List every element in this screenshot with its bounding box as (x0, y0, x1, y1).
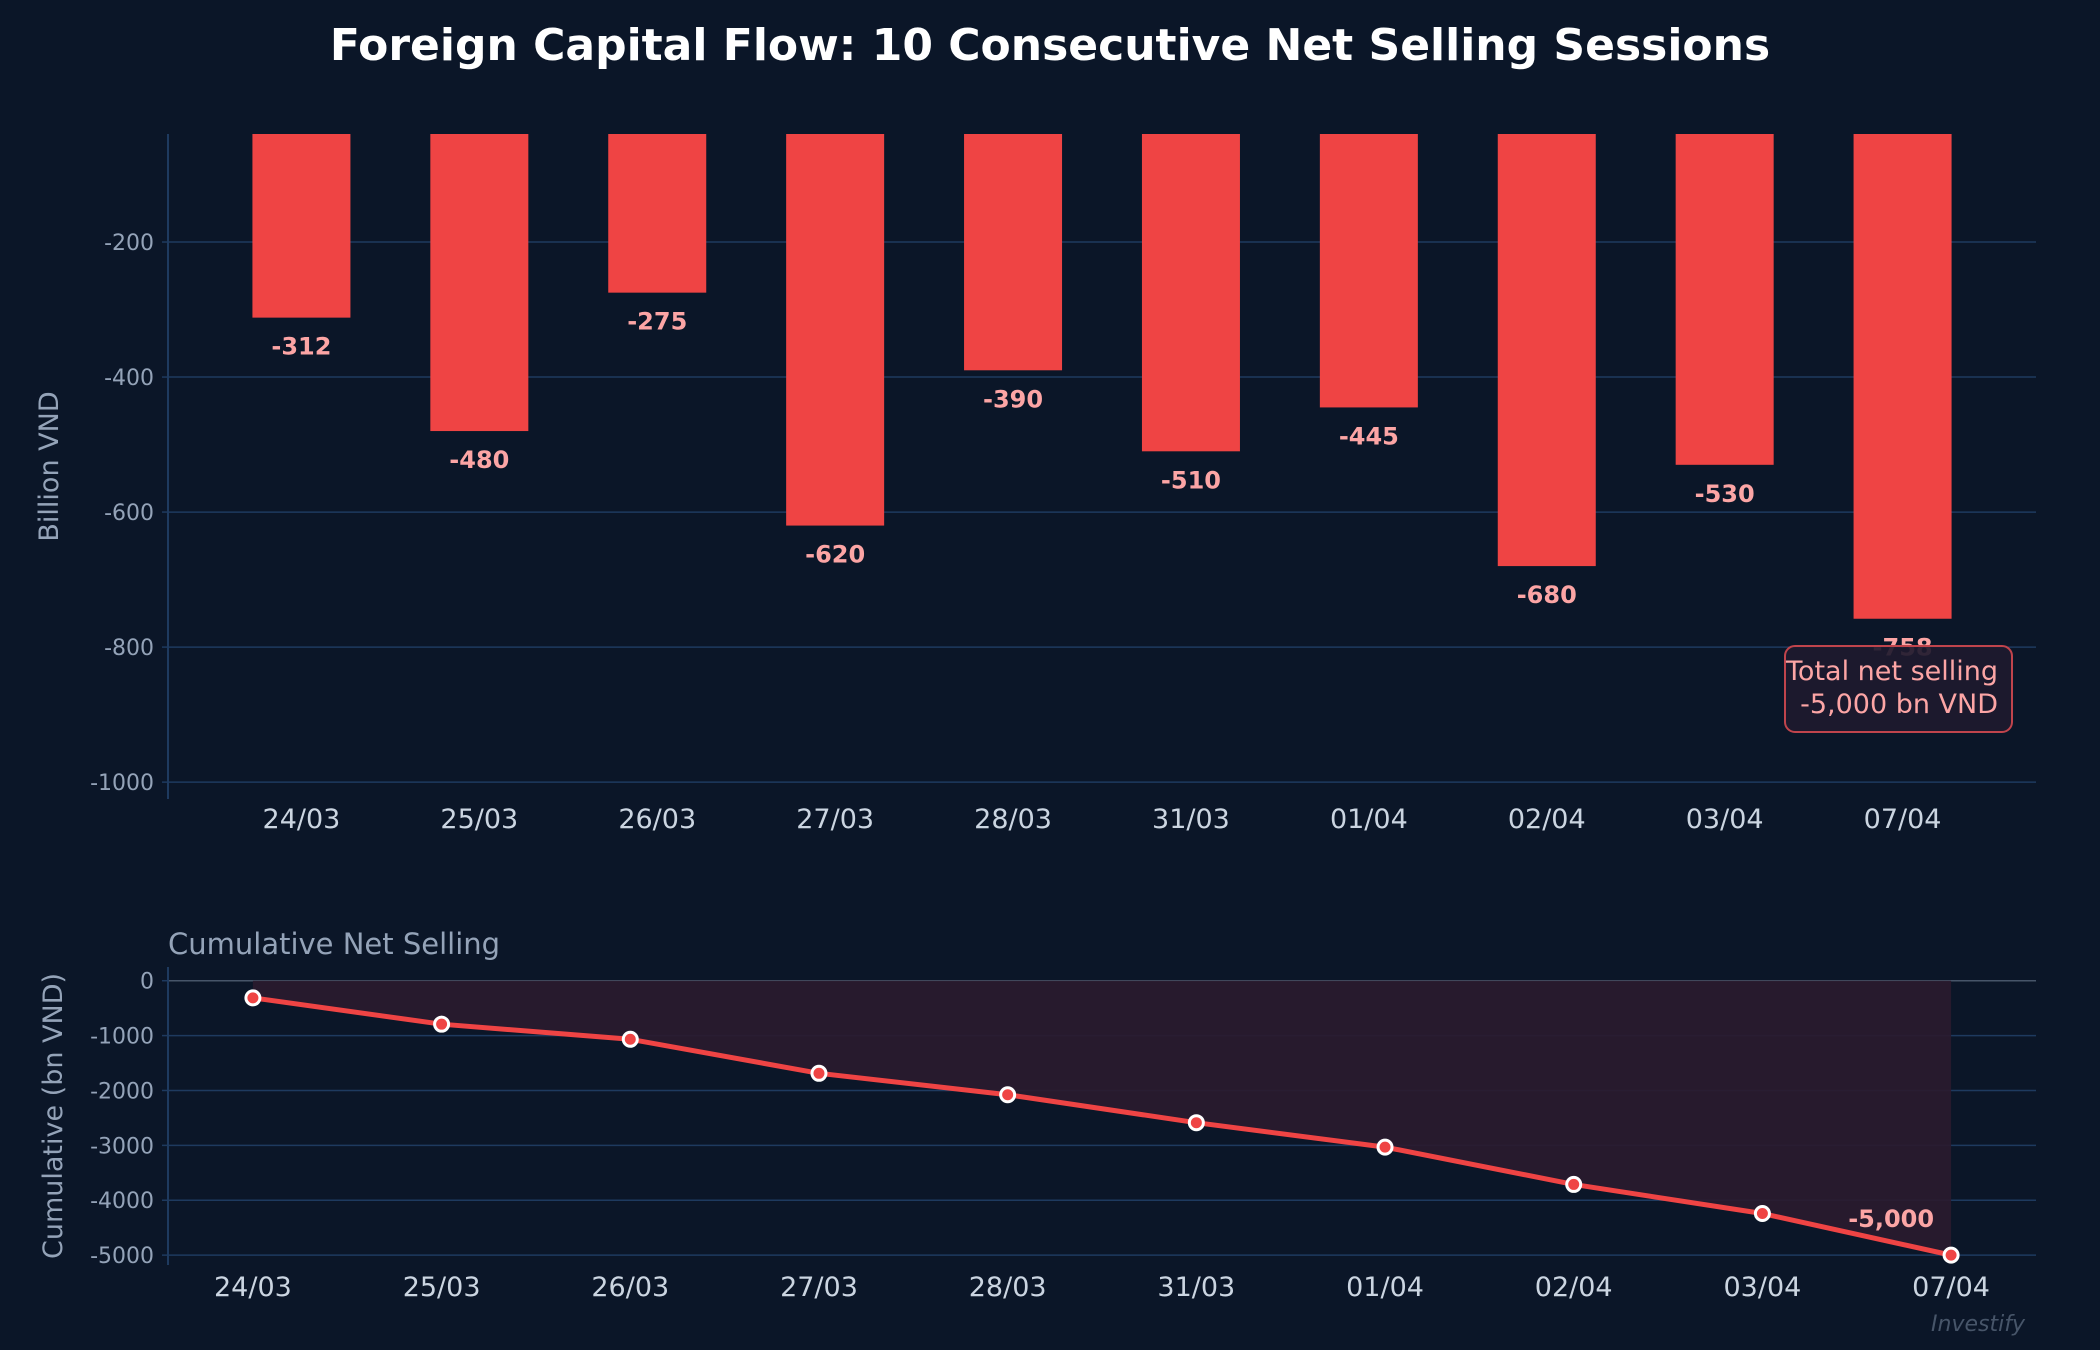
y-tick-label: -3000 (90, 1134, 154, 1159)
cumulative-line (252, 995, 1952, 1258)
x-tick-label: 02/04 (1535, 1272, 1613, 1303)
annotation-box (1784, 645, 2013, 733)
y-tick-label: -200 (104, 231, 154, 256)
x-tick-label: 28/03 (974, 804, 1052, 835)
x-tick-label: 28/03 (969, 1272, 1047, 1303)
cumulative-line-chart: Cumulative Net Selling 0 -1000 -2000 -3000 -4… (38, 927, 2036, 1303)
bar (1675, 134, 1774, 465)
bar-chart: -200 -400 -600 -800 -1000 Billion VND -312 24/0… (34, 134, 2036, 835)
x-tick-label: 26/03 (618, 804, 696, 835)
cumulative-area (252, 980, 1952, 1256)
bar (608, 134, 707, 293)
data-point (1187, 1114, 1205, 1132)
x-tick-label: 31/03 (1157, 1272, 1235, 1303)
y-tick-label: -4000 (90, 1189, 154, 1214)
y-tick-label: -400 (104, 366, 154, 391)
bar (1141, 134, 1240, 452)
x-tick-label: 07/04 (1864, 804, 1942, 835)
bar-value-label: -680 (1517, 581, 1577, 609)
y-tick-label: -1000 (90, 1025, 154, 1050)
x-tick-label: 24/03 (214, 1272, 292, 1303)
x-tick-label: 03/04 (1723, 1272, 1801, 1303)
bar (964, 134, 1063, 371)
data-point (433, 1015, 451, 1033)
bar-value-label: -480 (449, 446, 509, 474)
x-tick-label: 31/03 (1152, 804, 1230, 835)
chart-title: Foreign Capital Flow: 10 Consecutive Net… (330, 20, 1770, 71)
x-tick-label: 25/03 (403, 1272, 481, 1303)
data-point (1942, 1246, 1960, 1264)
data-point (1376, 1138, 1394, 1156)
x-tick-label: 02/04 (1508, 804, 1586, 835)
bar-value-label: -312 (271, 333, 331, 361)
bar (252, 134, 351, 318)
data-point (1753, 1205, 1771, 1223)
bar (430, 134, 529, 432)
data-point (621, 1030, 639, 1048)
watermark: Investify (1931, 1312, 2026, 1337)
bar (1497, 134, 1596, 567)
y-tick-label: -1000 (90, 771, 154, 796)
x-tick-label: 27/03 (780, 1272, 858, 1303)
x-tick-label: 26/03 (591, 1272, 669, 1303)
x-tick-label: 24/03 (263, 804, 341, 835)
y-tick-label: 0 (140, 970, 154, 995)
end-value-label: -5,000 (1848, 1205, 1934, 1233)
y-axis-label: Billion VND (34, 391, 65, 541)
annotation-line-2: -5,000 bn VND (1800, 689, 1998, 720)
y-tick-label: -5000 (90, 1244, 154, 1269)
bar-value-label: -620 (805, 541, 865, 569)
bar-value-label: -530 (1695, 480, 1755, 508)
bar-value-label: -445 (1339, 422, 1399, 450)
y-tick-label: -2000 (90, 1079, 154, 1104)
bar-value-label: -390 (983, 385, 1043, 413)
bar (1319, 134, 1418, 408)
bar-value-label: -275 (627, 308, 687, 336)
y-axis-label: Cumulative (bn VND) (38, 973, 69, 1259)
x-tick-label: 03/04 (1686, 804, 1764, 835)
x-tick-label: 01/04 (1330, 804, 1408, 835)
x-tick-label: 07/04 (1912, 1272, 1990, 1303)
data-point (999, 1086, 1017, 1104)
bar (1853, 134, 1952, 619)
data-point (810, 1064, 828, 1082)
x-tick-label: 27/03 (796, 804, 874, 835)
y-tick-label: -600 (104, 501, 154, 526)
bar (786, 134, 885, 526)
subplot-title: Cumulative Net Selling (168, 927, 500, 961)
x-tick-label: 25/03 (440, 804, 518, 835)
x-tick-label: 01/04 (1346, 1272, 1424, 1303)
annotation-line-1: Total net selling (1785, 656, 1998, 687)
y-tick-label: -800 (104, 636, 154, 661)
bar-value-label: -510 (1161, 466, 1221, 494)
data-point (244, 989, 262, 1007)
data-point (1565, 1175, 1583, 1193)
